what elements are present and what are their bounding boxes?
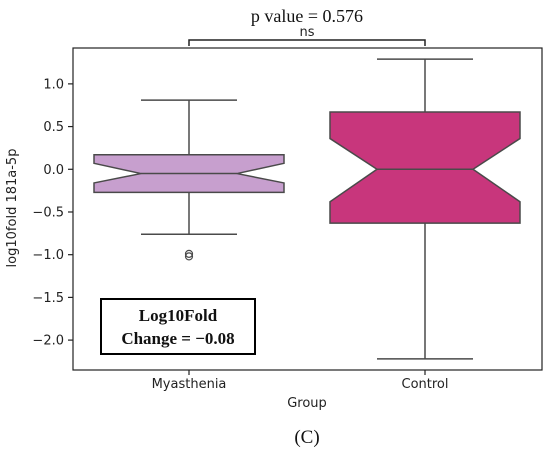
y-tick-label: −2.0 bbox=[32, 334, 64, 349]
y-tick-label: −1.0 bbox=[32, 248, 64, 263]
y-tick-label: 0.0 bbox=[43, 163, 64, 178]
textbox-line-2: Change = −0.08 bbox=[121, 329, 234, 348]
x-tick-label-myasthenia: Myasthenia bbox=[152, 377, 227, 392]
p-value-label: p value = 0.576 bbox=[251, 6, 363, 26]
notched-box-body bbox=[329, 111, 521, 224]
textbox-line-1: Log10Fold bbox=[139, 306, 218, 325]
y-axis: 1.0 0.5 0.0 −0.5 −1.0 −1.5 −2.0 bbox=[32, 77, 73, 349]
x-tick-label-control: Control bbox=[402, 377, 449, 392]
y-tick-label: 1.0 bbox=[43, 77, 64, 92]
textbox-border bbox=[100, 298, 256, 355]
plot-frame bbox=[72, 47, 543, 371]
boxes-layer bbox=[93, 58, 521, 360]
ns-label: ns bbox=[299, 25, 314, 40]
y-tick-label: 0.5 bbox=[43, 120, 64, 135]
y-tick-label: −1.5 bbox=[32, 291, 64, 306]
box-control bbox=[329, 58, 521, 360]
plot-area bbox=[72, 47, 543, 371]
significance-bracket bbox=[188, 39, 426, 46]
box-myasthenia bbox=[93, 99, 285, 261]
outlier-point bbox=[184, 252, 194, 261]
outlier-point bbox=[184, 249, 194, 258]
significance-annotation: p value = 0.576 ns bbox=[188, 6, 426, 46]
y-axis-label: log10fold 181a-5p bbox=[5, 149, 20, 268]
panel-label: (C) bbox=[294, 427, 319, 448]
y-tick-label: −0.5 bbox=[32, 205, 64, 220]
fold-change-textbox: Log10Fold Change = −0.08 bbox=[100, 298, 256, 355]
x-axis: Myasthenia Control Group bbox=[152, 370, 449, 411]
x-axis-label: Group bbox=[287, 396, 327, 411]
